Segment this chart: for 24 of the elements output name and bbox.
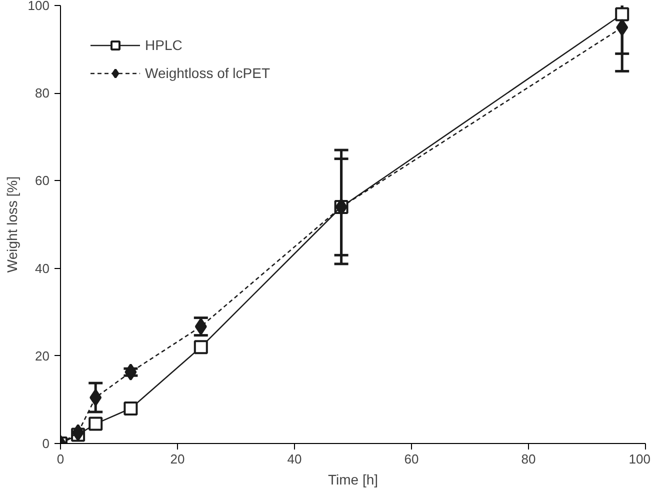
point [124, 364, 137, 381]
point [72, 424, 84, 442]
x-tick-label: 40 [287, 452, 302, 466]
x-tick-label: 0 [56, 452, 64, 466]
point [615, 7, 630, 22]
point [90, 389, 102, 406]
x-tick-label: 100 [628, 452, 651, 466]
y-tick-label: 100 [28, 0, 50, 13]
y-tick-label: 80 [35, 86, 50, 101]
x-tick-label: 20 [170, 452, 185, 466]
y-axis-title: Weight loss [%] [4, 176, 20, 273]
y-tick-label: 0 [42, 436, 50, 451]
y-tick-label: 60 [35, 173, 50, 188]
y-tick-label: 20 [35, 348, 50, 364]
point [88, 416, 103, 431]
point [194, 340, 208, 354]
y-tick-label: 40 [35, 260, 50, 276]
legend-label: Weightloss of lcPET [145, 65, 270, 81]
x-axis-title: Time [h] [328, 472, 378, 488]
legend-label: HPLC [145, 37, 182, 53]
x-tick-label: 80 [521, 452, 536, 466]
x-tick-label: 60 [404, 452, 419, 466]
point [616, 18, 628, 36]
point [124, 401, 138, 416]
